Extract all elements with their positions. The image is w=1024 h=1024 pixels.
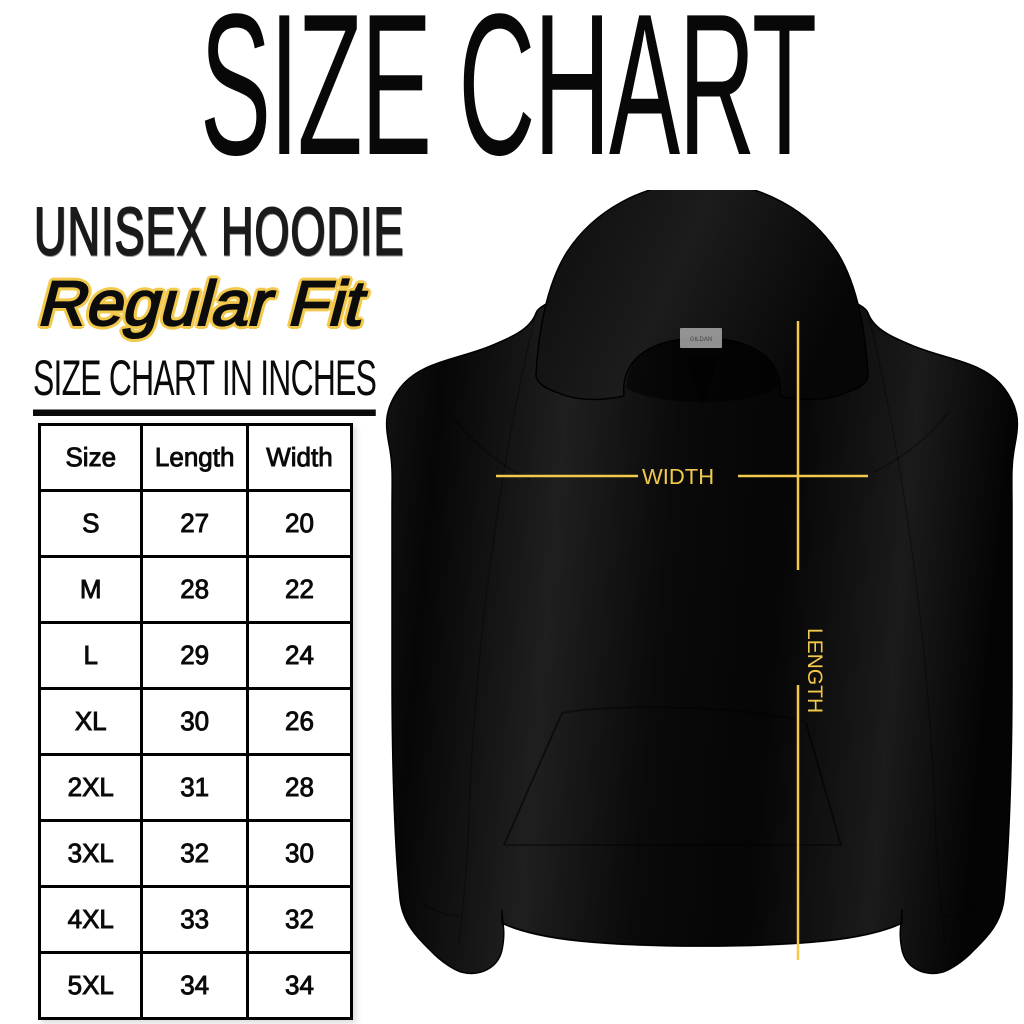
- svg-text:WIDTH: WIDTH: [642, 464, 714, 489]
- svg-text:LENGTH: LENGTH: [803, 628, 826, 713]
- svg-text:GILDAN: GILDAN: [690, 336, 712, 343]
